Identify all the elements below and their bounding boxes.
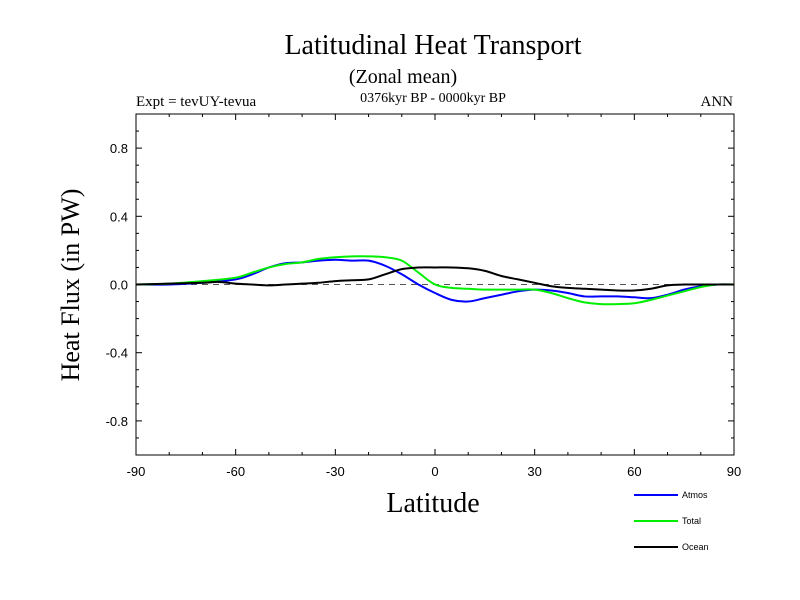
season-label: ANN xyxy=(700,94,734,110)
y-tick-label: 0.8 xyxy=(110,141,128,156)
x-tick-label: -90 xyxy=(127,464,146,479)
x-tick-label: 60 xyxy=(627,464,641,479)
x-tick-label: -60 xyxy=(226,464,245,479)
series-line-total xyxy=(135,255,735,306)
chart-subtitle: (Zonal mean) xyxy=(348,66,458,88)
legend-label-ocean: Ocean xyxy=(682,542,709,552)
series-line-ocean xyxy=(135,266,734,292)
x-tick-label: 90 xyxy=(727,464,741,479)
time-range-label: 0376kyr BP - 0000kyr BP xyxy=(360,91,506,106)
y-tick-label: 0.0 xyxy=(110,278,128,293)
series-line-atmos xyxy=(135,258,735,303)
y-tick-label: 0.4 xyxy=(110,209,128,224)
x-tick-label: 30 xyxy=(527,464,541,479)
legend-label-total: Total xyxy=(682,516,701,526)
x-tick-label: 0 xyxy=(431,464,438,479)
y-tick-label: -0.8 xyxy=(106,414,128,429)
chart-title: Latitudinal Heat Transport xyxy=(284,30,582,61)
legend-label-atmos: Atmos xyxy=(682,490,708,500)
x-tick-label: -30 xyxy=(326,464,345,479)
x-axis-label: Latitude xyxy=(386,488,480,519)
y-tick-label: -0.4 xyxy=(106,346,128,361)
experiment-label: Expt = tevUY-tevua xyxy=(136,94,257,110)
